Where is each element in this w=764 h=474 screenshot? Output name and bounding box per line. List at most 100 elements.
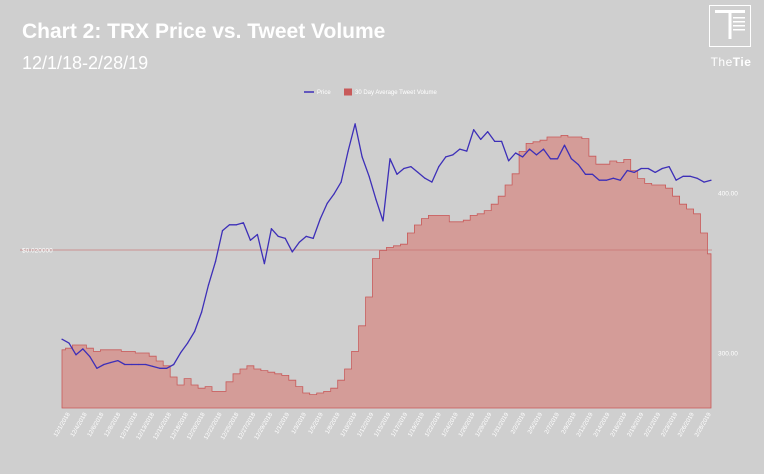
price-point: [549, 158, 552, 160]
x-tick-label: 2/14/2019: [593, 411, 612, 438]
price-point: [368, 175, 370, 177]
price-point: [228, 224, 231, 226]
price-point: [82, 348, 84, 350]
price-point: [452, 154, 454, 156]
price-point: [214, 261, 217, 263]
price-point: [410, 166, 412, 168]
legend-price-label: Price: [317, 90, 331, 96]
x-tick-label: 12/1/2018: [53, 411, 72, 438]
price-point: [201, 311, 203, 313]
x-tick-label: 1/26/2019: [458, 411, 477, 438]
price-point: [403, 167, 405, 170]
price-point: [131, 363, 133, 366]
legend-tweet-label: 30 Day Average Tweet Volume: [355, 90, 437, 96]
x-tick-label: 2/12/2019: [576, 411, 595, 438]
price-point: [61, 338, 63, 340]
x-tick-label: 12/4/2018: [70, 411, 89, 438]
x-tick-label: 2/9/2019: [561, 411, 578, 435]
x-tick-label: 2/16/2019: [610, 411, 629, 438]
price-point: [459, 148, 461, 150]
price-point: [305, 235, 307, 237]
price-point: [417, 171, 419, 173]
price-point: [598, 179, 600, 181]
price-point: [438, 166, 440, 168]
price-point: [542, 148, 545, 150]
price-point: [696, 177, 698, 179]
price-point: [473, 129, 475, 131]
price-point: [501, 140, 503, 142]
x-tick-label: 1/15/2019: [374, 411, 393, 438]
price-point: [207, 284, 210, 286]
x-tick-label: 2/2/2019: [510, 411, 527, 435]
x-tick-label: 1/17/2019: [391, 411, 410, 438]
price-point: [75, 354, 77, 356]
price-point: [145, 363, 147, 366]
price-point: [249, 239, 251, 241]
price-point: [424, 177, 426, 179]
price-point: [647, 167, 649, 170]
price-point: [494, 140, 496, 142]
price-point: [180, 352, 182, 354]
price-point: [605, 179, 607, 181]
x-tick-label: 2/23/2019: [660, 411, 679, 438]
left-axis-tick-label: $0.020000: [22, 248, 53, 255]
price-point: [487, 131, 489, 133]
price-point: [703, 181, 705, 183]
x-tick-label: 1/19/2019: [407, 411, 426, 438]
x-tick-label: 1/10/2019: [340, 411, 359, 438]
price-point: [480, 138, 482, 140]
price-point: [382, 220, 384, 222]
price-point: [152, 365, 154, 367]
x-tick-label: 1/3/2019: [291, 411, 308, 435]
price-point: [626, 169, 628, 172]
price-point: [577, 164, 580, 166]
price-point: [340, 181, 342, 183]
price-point: [654, 171, 656, 173]
chart-subtitle: 12/1/18-2/28/19: [22, 53, 149, 73]
price-point: [194, 330, 196, 333]
price-point: [710, 179, 712, 181]
price-point: [515, 152, 517, 154]
x-tick-label: 2/19/2019: [627, 411, 646, 438]
price-point: [221, 230, 224, 232]
price-point: [591, 173, 594, 175]
price-point: [263, 263, 265, 265]
price-point: [375, 199, 377, 201]
price-point: [529, 148, 531, 150]
right-axis-tick-label: 400.00: [718, 191, 738, 198]
price-point: [256, 233, 258, 236]
price-point: [284, 237, 286, 239]
price-point: [124, 363, 126, 366]
x-tick-label: 2/5/2019: [527, 411, 544, 435]
price-point: [277, 235, 279, 237]
price-point: [508, 160, 510, 162]
price-point: [445, 156, 447, 158]
chart-title: Chart 2: TRX Price vs. Tweet Volume: [22, 20, 386, 43]
x-tick-label: 1/5/2019: [308, 411, 325, 435]
x-tick-label: 12/6/2018: [87, 411, 106, 438]
x-tick-label: 2/26/2019: [677, 411, 696, 438]
price-point: [668, 166, 670, 168]
price-point: [319, 218, 321, 220]
price-point: [333, 193, 335, 195]
price-point: [166, 367, 168, 369]
price-point: [361, 156, 363, 158]
price-point: [235, 224, 238, 226]
price-point: [138, 363, 140, 366]
price-point: [556, 158, 559, 160]
logo-wordmark: TheTie: [710, 55, 752, 69]
price-point: [103, 363, 105, 366]
price-point: [291, 251, 293, 253]
x-tick-label: 12/29/2018: [254, 411, 275, 441]
tweet-volume-area: [61, 135, 712, 409]
x-tick-label: 1/22/2019: [424, 411, 443, 438]
price-point: [535, 154, 538, 156]
x-tick-label: 1/12/2019: [357, 411, 376, 438]
price-point: [96, 367, 98, 369]
price-point: [298, 241, 300, 243]
price-point: [347, 150, 349, 152]
price-point: [326, 202, 328, 204]
price-point: [682, 175, 684, 177]
x-tick-label: 1/24/2019: [441, 411, 460, 438]
